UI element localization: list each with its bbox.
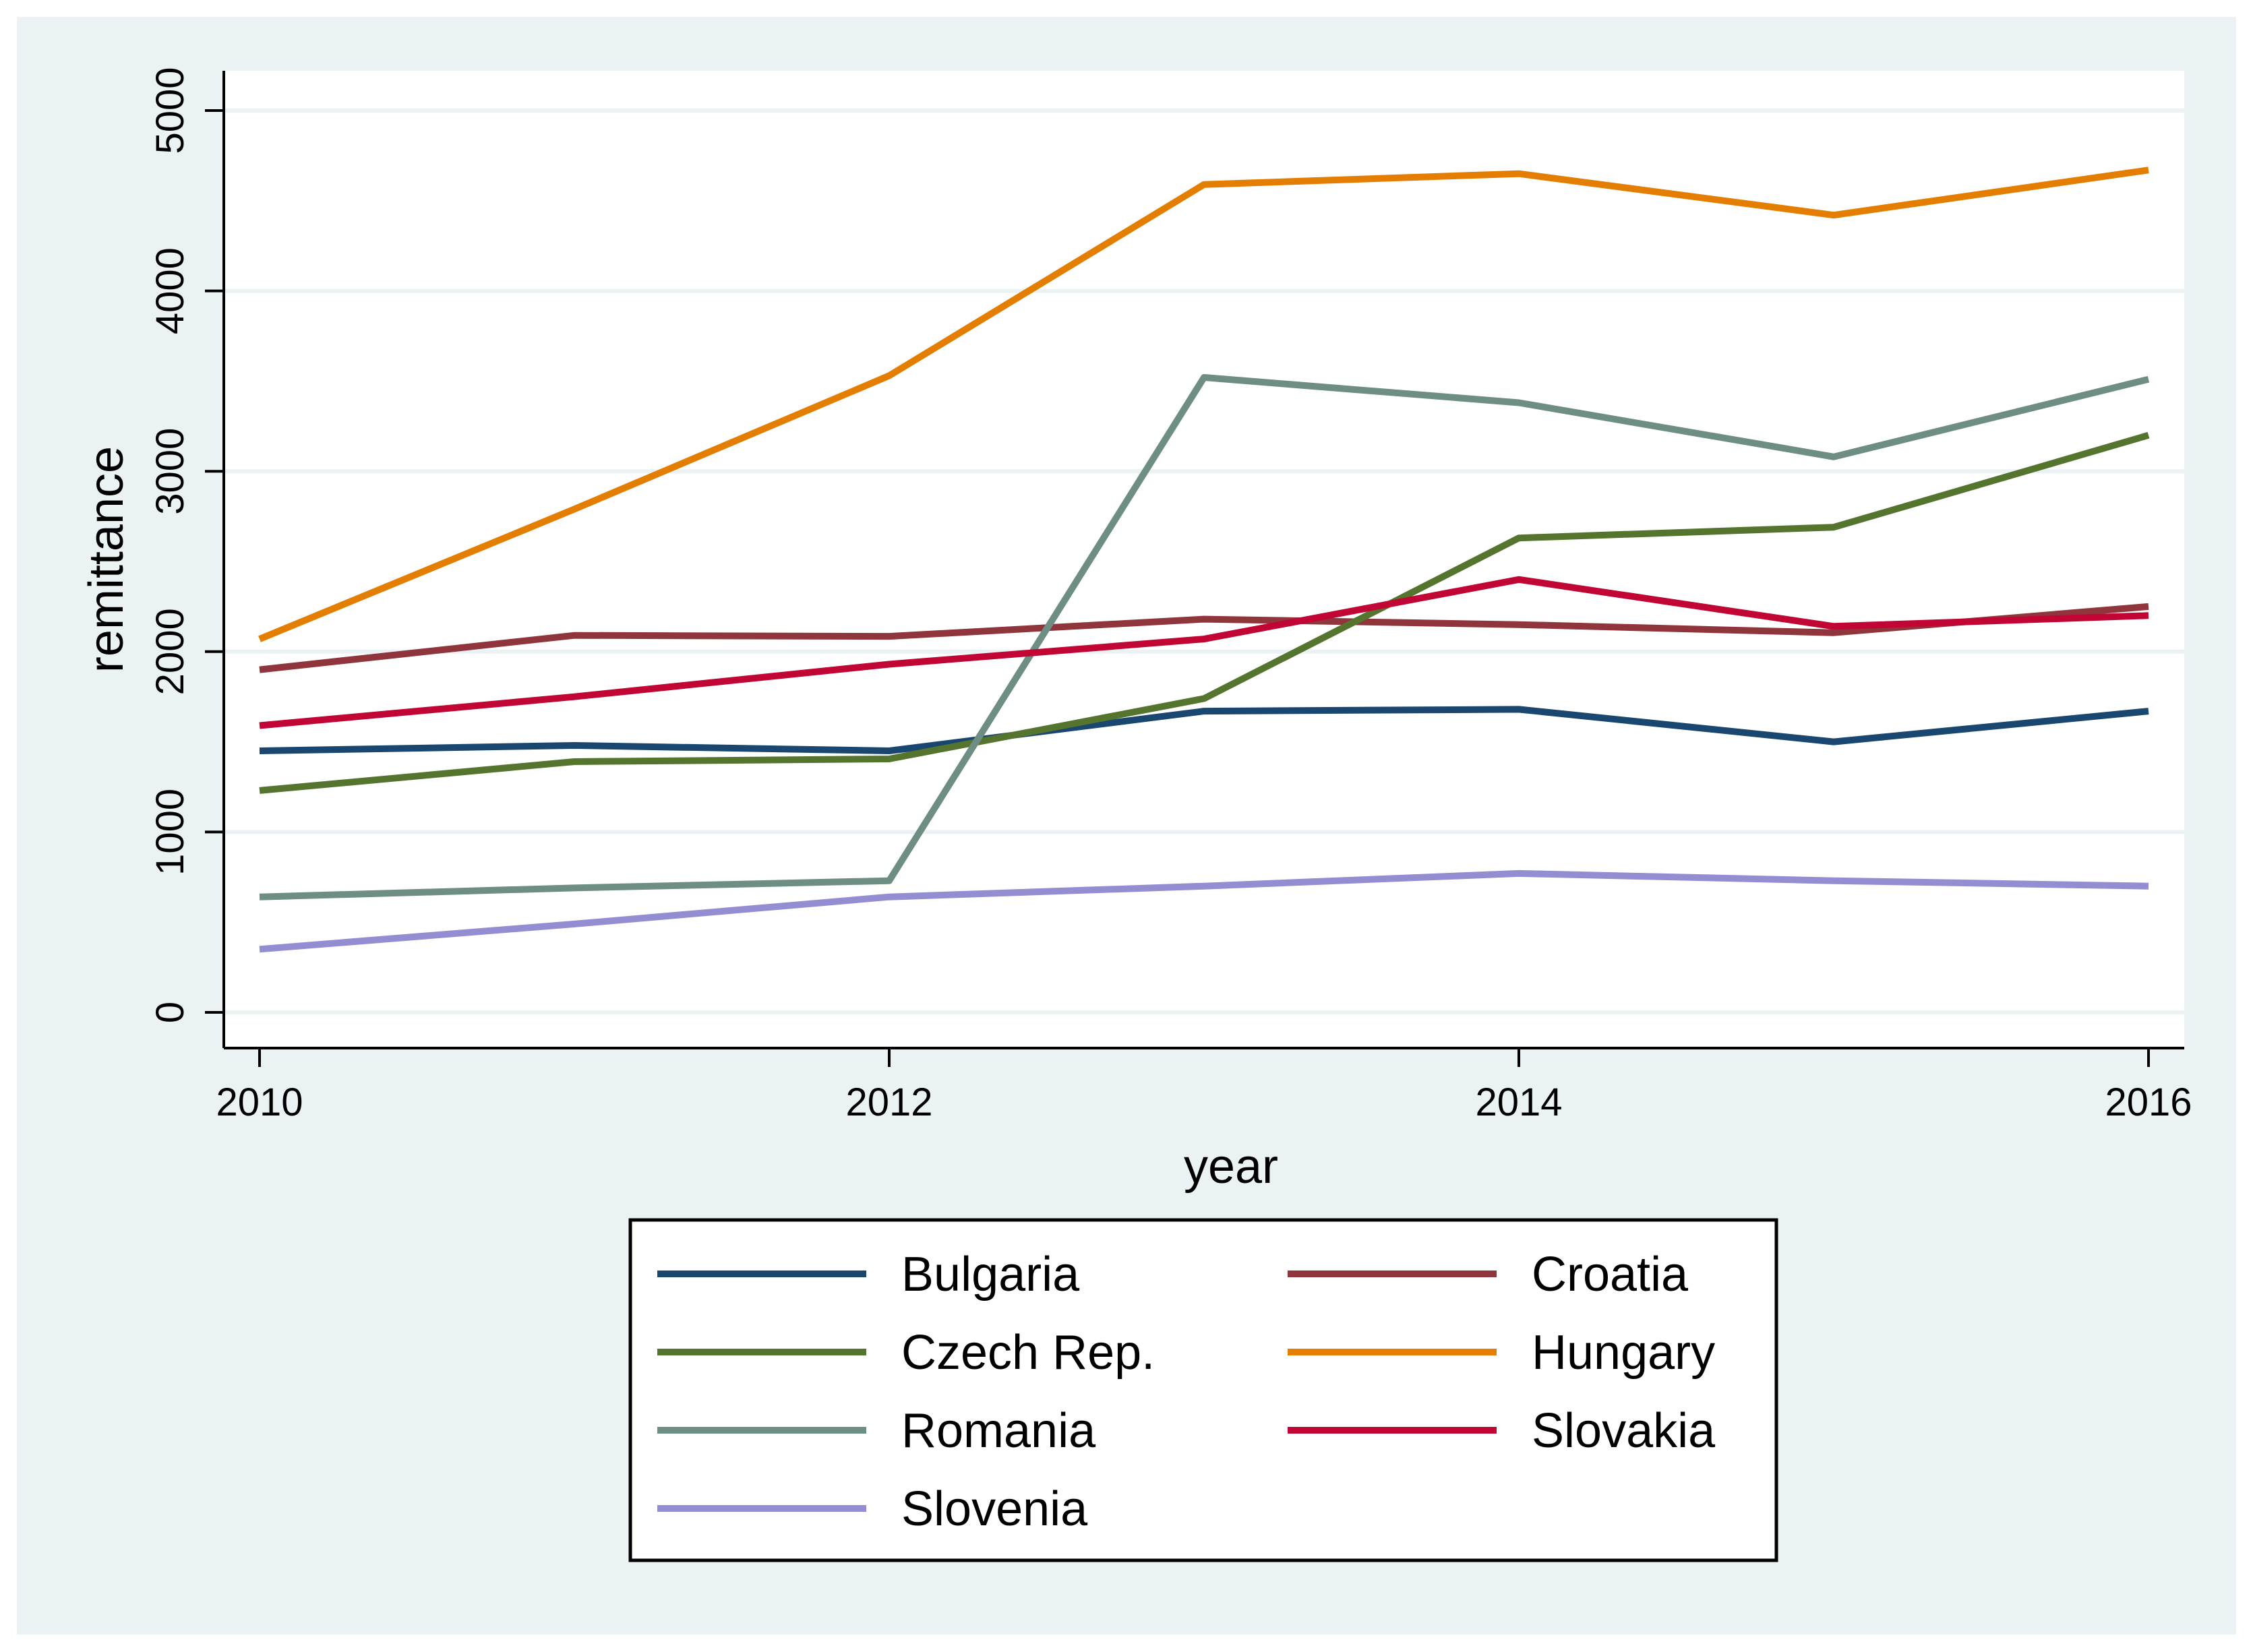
legend-label-slovakia: Slovakia (1532, 1404, 1716, 1458)
x-axis-title: year (1184, 1140, 1278, 1194)
series-line-bulgaria (259, 706, 2149, 754)
series-lines (258, 166, 2150, 953)
axes: 0 1000 2000 3000 4000 5000 2010 2012 2014 2016 (148, 67, 2192, 1124)
legend: Bulgaria Croatia Czech Rep. Hungary Romania S… (628, 1218, 1778, 1562)
x-tick-label: 2014 (1475, 1080, 1562, 1124)
legend-label-hungary: Hungary (1532, 1326, 1715, 1380)
plot-area (224, 71, 2184, 1048)
series-line-slovenia (259, 869, 2149, 953)
series-line-hungary (258, 166, 2149, 642)
series-line-romania (259, 374, 2150, 900)
series-line-czech-rep (259, 431, 2150, 794)
y-tick-label: 0 (148, 1002, 192, 1023)
y-tick-label: 5000 (148, 67, 192, 154)
series-line-croatia (259, 603, 2149, 673)
y-tick-label: 1000 (148, 789, 192, 876)
y-tick-label: 3000 (148, 428, 192, 515)
series-line-slovakia (259, 576, 2149, 729)
legend-label-slovenia: Slovenia (901, 1482, 1088, 1536)
grid-lines (224, 109, 2184, 1014)
legend-label-croatia: Croatia (1532, 1248, 1689, 1302)
x-tick-label: 2010 (216, 1080, 303, 1124)
legend-label-bulgaria: Bulgaria (901, 1248, 1080, 1302)
x-tick-label: 2012 (845, 1080, 932, 1124)
legend-label-romania: Romania (901, 1404, 1096, 1458)
y-tick-label: 4000 (148, 247, 192, 334)
legend-label-czech-rep: Czech Rep. (901, 1326, 1155, 1380)
x-tick-label: 2016 (2105, 1080, 2192, 1124)
y-tick-label: 2000 (148, 608, 192, 695)
y-axis-title: remittance (80, 446, 133, 673)
